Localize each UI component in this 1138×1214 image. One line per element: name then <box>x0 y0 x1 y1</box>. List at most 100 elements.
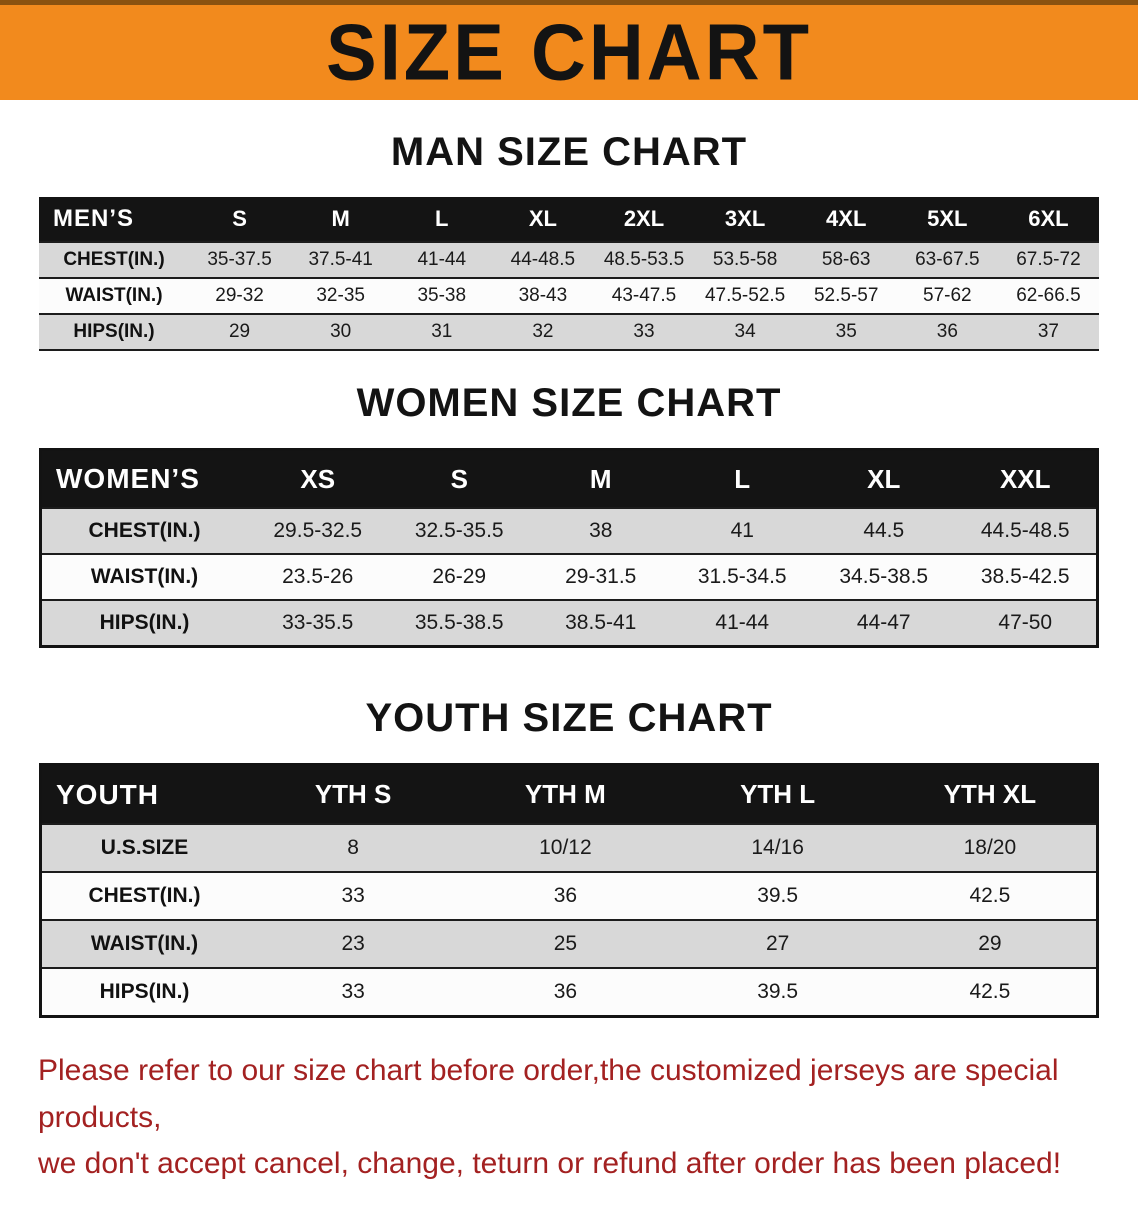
size-value-cell: 39.5 <box>757 884 799 907</box>
size-column-header: YTH S <box>314 779 392 809</box>
size-column-header: XXL <box>999 463 1051 494</box>
size-value-cell: 38.5-42.5 <box>980 565 1070 588</box>
size-value-cell: 48.5-53.5 <box>603 249 685 270</box>
size-value-cell: 23.5-26 <box>282 565 354 588</box>
disclaimer-text: Please refer to our size chart before or… <box>38 1048 1100 1188</box>
size-value-cell: 14/16 <box>751 836 804 859</box>
size-value-cell: 34 <box>734 321 756 342</box>
size-value-cell: 33-35.5 <box>282 611 354 634</box>
size-value-cell: 25 <box>553 932 578 955</box>
size-value-cell: 35-38 <box>417 285 467 306</box>
size-value-cell: 43-47.5 <box>611 285 677 306</box>
row-label: HIPS(IN.) <box>99 611 190 634</box>
size-column-header: S <box>232 206 247 231</box>
size-value-cell: 67.5-72 <box>1016 249 1081 270</box>
size-value-cell: 47.5-52.5 <box>704 285 786 306</box>
size-value-cell: 26-29 <box>432 565 487 588</box>
row-label: CHEST(IN.) <box>88 519 201 542</box>
size-value-cell: 38 <box>589 519 613 542</box>
size-value-cell: 35-37.5 <box>207 249 272 270</box>
size-column-header: 5XL <box>927 206 968 231</box>
table-row: CHEST(IN.) 35-37.5 37.5-41 41-44 44-48.5 48.5… <box>39 241 1099 277</box>
men-section-heading: MAN SIZE CHART <box>390 130 748 174</box>
table-title: YOUTH <box>56 778 159 810</box>
size-value-cell: 33 <box>633 321 655 342</box>
size-value-cell: 41 <box>730 519 754 542</box>
size-value-cell: 33 <box>341 884 365 907</box>
size-value-cell: 29 <box>978 932 1002 955</box>
size-value-cell: 35.5-38.5 <box>414 611 504 634</box>
size-column-header: YTH L <box>740 779 816 809</box>
size-column-header: XL <box>528 206 557 231</box>
size-value-cell: 44.5 <box>863 519 905 542</box>
size-value-cell: 32 <box>532 321 554 342</box>
size-value-cell: 29.5-32.5 <box>273 519 363 542</box>
size-value-cell: 38.5-41 <box>565 611 637 634</box>
size-value-cell: 44-48.5 <box>510 249 576 270</box>
size-value-cell: 36 <box>936 321 958 342</box>
size-value-cell: 47-50 <box>998 611 1053 634</box>
women-section-heading: WOMEN SIZE CHART <box>356 381 782 425</box>
table-title: MEN’S <box>53 205 135 232</box>
row-label: CHEST(IN.) <box>63 249 165 270</box>
size-value-cell: 37.5-41 <box>308 249 373 270</box>
size-value-cell: 34.5-38.5 <box>839 565 929 588</box>
size-value-cell: 8 <box>347 836 359 859</box>
youth-size-table: YOUTH YTH S YTH M YTH L YTH XL U.S.SIZE 8 10/12… <box>39 763 1099 1018</box>
table-header-row: YOUTH YTH S YTH M YTH L YTH XL <box>42 766 1096 823</box>
table-row: HIPS(IN.) 33 36 39.5 42.5 <box>42 967 1096 1015</box>
size-column-header: XS <box>300 463 336 494</box>
size-value-cell: 57-62 <box>923 285 972 306</box>
size-value-cell: 27 <box>765 932 790 955</box>
size-value-cell: 18/20 <box>963 836 1017 859</box>
table-row: CHEST(IN.) 29.5-32.5 32.5-35.5 38 41 44.5 44.5… <box>42 507 1096 553</box>
youth-section-heading: YOUTH SIZE CHART <box>365 696 773 740</box>
size-value-cell: 62-66.5 <box>1016 285 1081 306</box>
row-label: CHEST(IN.) <box>88 884 201 907</box>
size-column-header: 6XL <box>1028 206 1069 231</box>
size-value-cell: 53.5-58 <box>712 249 778 270</box>
size-column-header: YTH XL <box>943 779 1037 809</box>
row-label: U.S.SIZE <box>100 836 189 859</box>
size-value-cell: 31.5-34.5 <box>697 565 787 588</box>
size-value-cell: 30 <box>330 321 352 342</box>
size-value-cell: 29-32 <box>215 285 264 306</box>
size-column-header: 4XL <box>826 206 867 231</box>
size-value-cell: 39.5 <box>757 980 799 1003</box>
size-value-cell: 41-44 <box>417 249 467 270</box>
size-value-cell: 10/12 <box>539 836 592 859</box>
table-row: WAIST(IN.) 23.5-26 26-29 29-31.5 31.5-34.5 34… <box>42 553 1096 599</box>
size-column-header: L <box>435 206 449 231</box>
size-column-header: XL <box>867 463 901 494</box>
disclaimer-line-1: Please refer to our size chart before or… <box>38 1054 1059 1134</box>
size-value-cell: 36 <box>553 980 578 1003</box>
size-value-cell: 44.5-48.5 <box>980 519 1070 542</box>
size-value-cell: 44-47 <box>856 611 911 634</box>
size-value-cell: 31 <box>431 321 453 342</box>
size-value-cell: 35 <box>835 321 857 342</box>
size-value-cell: 58-63 <box>821 249 871 270</box>
size-column-header: 3XL <box>724 206 766 231</box>
spacer <box>0 648 1138 666</box>
table-row: WAIST(IN.) 29-32 32-35 35-38 38-43 43-47.5 47.… <box>39 277 1099 313</box>
size-value-cell: 32-35 <box>316 285 365 306</box>
row-label: WAIST(IN.) <box>90 932 199 955</box>
size-column-header: L <box>734 463 751 494</box>
size-value-cell: 32.5-35.5 <box>414 519 504 542</box>
disclaimer-line-2: we don't accept cancel, change, teturn o… <box>38 1147 1062 1180</box>
row-label: HIPS(IN.) <box>99 980 190 1003</box>
table-row: WAIST(IN.) 23 25 27 29 <box>42 919 1096 967</box>
size-value-cell: 42.5 <box>969 980 1011 1003</box>
size-value-cell: 42.5 <box>969 884 1011 907</box>
size-value-cell: 23 <box>341 932 365 955</box>
size-value-cell: 63-67.5 <box>915 249 980 270</box>
size-column-header: M <box>331 206 350 231</box>
table-title: WOMEN’S <box>56 463 200 494</box>
size-value-cell: 33 <box>341 980 365 1003</box>
table-header-row: WOMEN’S XS S M L XL XXL <box>42 451 1096 507</box>
women-size-table: WOMEN’S XS S M L XL XXL CHEST(IN.) 29.5-32.5 32.5… <box>39 448 1099 648</box>
size-value-cell: 29 <box>228 321 251 342</box>
size-chart-banner: SIZE CHART <box>0 0 1138 100</box>
size-column-header: M <box>589 463 612 494</box>
size-value-cell: 41-44 <box>715 611 770 634</box>
